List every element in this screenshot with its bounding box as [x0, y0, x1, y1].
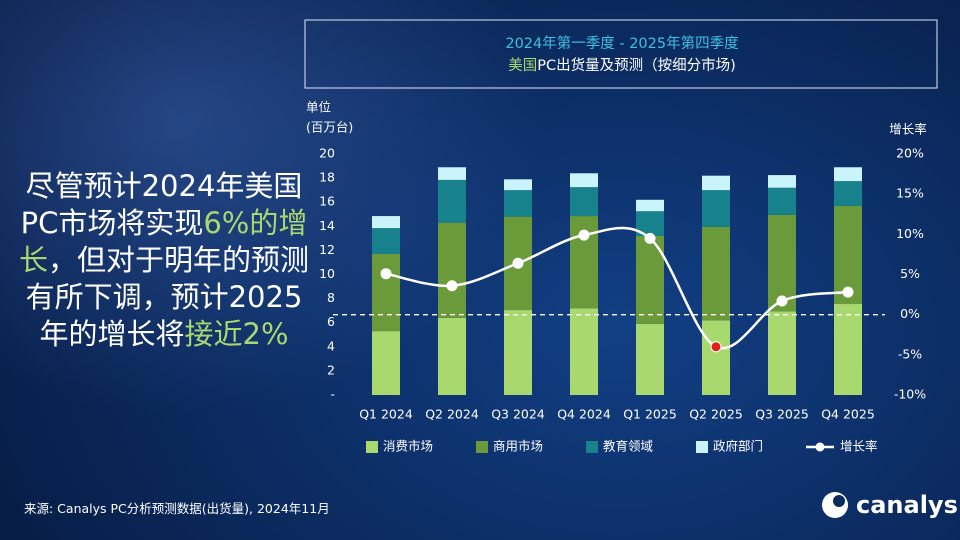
- bar: [834, 181, 862, 206]
- legend-swatch: [586, 441, 598, 453]
- x-tick-label: Q3 2025: [755, 407, 809, 422]
- bar: [834, 167, 862, 182]
- y-axis-label: (百万台): [306, 120, 353, 135]
- legend-swatch: [366, 441, 378, 453]
- y-tick-label: -: [330, 387, 335, 402]
- growth-point: [446, 280, 458, 292]
- growth-point: [644, 232, 656, 244]
- growth-point: [578, 229, 590, 241]
- logo: canalys: [820, 490, 958, 520]
- bar: [570, 308, 598, 395]
- bar: [372, 331, 400, 395]
- legend-label: 消费市场: [383, 439, 433, 454]
- subtitle-text: PC出货量及预测（按细分市场): [537, 57, 736, 74]
- x-tick-label: Q1 2024: [359, 407, 413, 422]
- bar: [438, 179, 466, 223]
- y-tick-label: 6: [327, 314, 335, 329]
- headline-text: ，但对于明年的预测有所下调，预计2025年的增长将: [25, 243, 310, 351]
- bar: [702, 175, 730, 191]
- y2-axis-label: 增长率: [889, 122, 927, 137]
- subtitle-highlight: 美国: [508, 57, 537, 74]
- growth-line: [385, 226, 849, 350]
- legend-swatch: [476, 441, 488, 453]
- growth-point: [842, 286, 854, 298]
- bar: [702, 320, 730, 395]
- y-tick-label: 2: [327, 362, 335, 377]
- logo-text: canalys: [856, 491, 958, 519]
- x-tick-label: Q2 2024: [425, 407, 479, 422]
- x-tick-label: Q2 2025: [689, 407, 743, 422]
- bar: [438, 317, 466, 395]
- y2-tick-label: 0%: [900, 306, 920, 321]
- bar: [438, 222, 466, 318]
- y-tick-label: 12: [319, 242, 335, 257]
- legend-marker: [815, 442, 825, 452]
- source: 来源: Canalys PC分析预测数据(出货量), 2024年11月: [24, 501, 330, 516]
- y2-tick-label: 15%: [896, 186, 924, 201]
- y-tick-label: 4: [327, 338, 335, 353]
- x-tick-label: Q4 2025: [821, 407, 875, 422]
- bar: [570, 187, 598, 217]
- legend-label: 政府部门: [713, 439, 763, 454]
- y2-tick-label: 5%: [900, 266, 920, 281]
- y-tick-label: 14: [319, 218, 335, 233]
- bar: [372, 216, 400, 229]
- y2-tick-label: 20%: [896, 146, 924, 161]
- bar: [702, 226, 730, 321]
- legend-label: 增长率: [840, 439, 878, 454]
- headline-highlight: 接近2%: [184, 317, 289, 351]
- bar: [768, 214, 796, 312]
- growth-point: [512, 257, 524, 269]
- legend-label: 教育领域: [603, 439, 653, 454]
- legend-swatch: [696, 441, 708, 453]
- bar: [372, 228, 400, 255]
- bar: [504, 190, 532, 217]
- bar: [570, 173, 598, 188]
- y2-tick-label: -10%: [894, 387, 926, 402]
- headline-text: 尽管预计2024年美国PC市场将实现: [20, 169, 303, 240]
- y-axis-label: 单位: [306, 100, 331, 115]
- bar: [768, 187, 796, 215]
- growth-point: [710, 341, 722, 353]
- bar: [768, 311, 796, 395]
- bar: [702, 190, 730, 227]
- x-tick-label: Q1 2025: [623, 407, 677, 422]
- bar: [372, 254, 400, 332]
- chart-title: 2024年第一季度 - 2025年第四季度: [505, 34, 738, 52]
- y-tick-label: 10: [319, 266, 335, 281]
- bar: [504, 179, 532, 191]
- growth-point: [380, 268, 392, 280]
- growth-point: [776, 295, 788, 307]
- legend-label: 商用市场: [493, 439, 543, 454]
- headline-highlight: 6%的增长: [18, 206, 308, 277]
- bar: [504, 310, 532, 395]
- y-tick-label: 16: [319, 194, 335, 209]
- y-tick-label: 8: [327, 290, 335, 305]
- bar: [636, 199, 664, 212]
- logo-icon: [822, 492, 848, 518]
- y2-tick-label: -5%: [898, 346, 922, 361]
- bar: [636, 323, 664, 395]
- x-tick-label: Q4 2024: [557, 407, 611, 422]
- headline: 尽管预计2024年美国PC市场将实现6%的增长，但对于明年的预测有所下调，预计2…: [14, 168, 314, 353]
- title-box: [304, 19, 938, 89]
- chart-subtitle: 美国PC出货量及预测（按细分市场): [508, 57, 736, 74]
- bar: [768, 175, 796, 188]
- bar: [834, 304, 862, 395]
- bar: [438, 167, 466, 180]
- x-tick-label: Q3 2024: [491, 407, 545, 422]
- y-tick-label: 18: [319, 170, 335, 185]
- y2-tick-label: 10%: [896, 226, 924, 241]
- y-tick-label: 20: [319, 146, 335, 161]
